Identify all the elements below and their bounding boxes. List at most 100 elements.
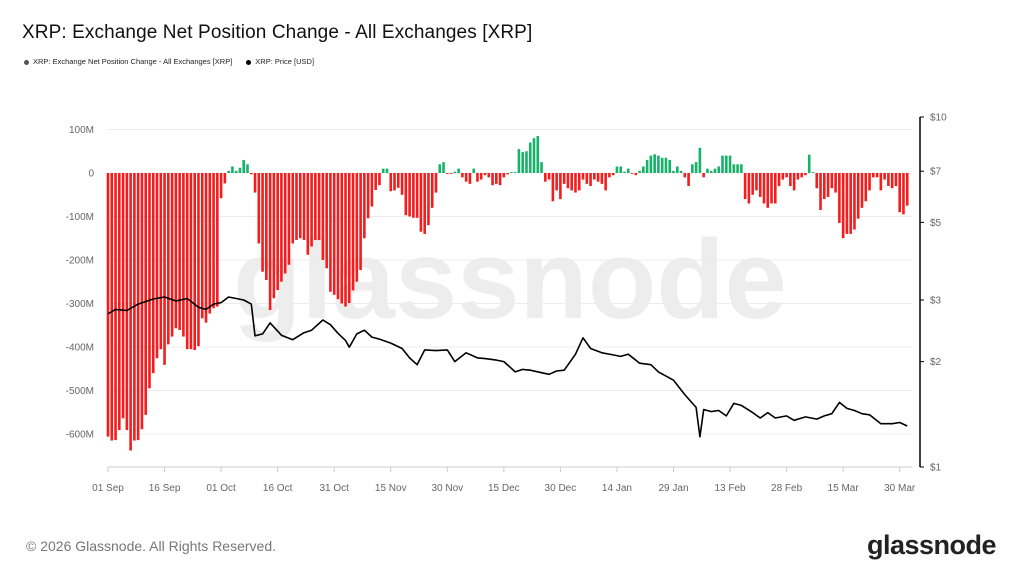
net-position-bar <box>619 166 623 173</box>
net-position-bar <box>517 149 521 173</box>
net-position-bar <box>649 155 653 173</box>
net-position-bar <box>672 170 675 173</box>
net-position-bar <box>630 173 634 174</box>
net-position-bar <box>683 173 687 178</box>
net-position-bar <box>464 173 468 182</box>
net-position-bar <box>114 173 117 441</box>
net-position-bar <box>219 173 223 199</box>
x-tick-label: 30 Dec <box>545 483 577 494</box>
net-position-bar <box>449 173 453 174</box>
net-position-bar <box>366 173 370 219</box>
net-position-bar <box>234 170 238 173</box>
net-position-bar <box>200 173 204 319</box>
left-tick-label: -600M <box>66 430 94 441</box>
net-position-bar <box>389 173 393 192</box>
net-position-bar <box>875 173 879 178</box>
net-position-bar <box>483 173 487 176</box>
net-position-bar <box>381 168 385 173</box>
net-position-bar <box>178 173 181 331</box>
net-position-bar <box>898 173 901 213</box>
net-position-bar <box>766 173 770 208</box>
net-position-bar <box>593 173 596 180</box>
net-position-bar <box>265 173 268 281</box>
net-position-bar <box>645 159 649 173</box>
net-position-bar <box>608 173 611 178</box>
net-position-bar <box>208 173 212 314</box>
net-position-bar <box>792 173 796 191</box>
legend: XRP: Exchange Net Position Change - All … <box>24 57 314 66</box>
net-position-bar <box>272 173 276 299</box>
net-position-bar <box>638 170 641 173</box>
net-position-bar <box>581 173 585 180</box>
net-position-bar <box>231 166 234 173</box>
net-position-bar <box>351 173 355 291</box>
net-position-bar <box>476 173 479 182</box>
right-tick-label: $7 <box>930 167 942 178</box>
net-position-bar <box>724 155 728 173</box>
net-position-bar <box>838 173 841 224</box>
net-position-bar <box>498 173 502 186</box>
x-tick-label: 15 Mar <box>828 483 860 494</box>
net-position-bar <box>728 155 732 173</box>
net-position-bar <box>370 173 374 207</box>
x-tick-label: 13 Feb <box>714 483 746 494</box>
net-position-bar <box>687 173 690 187</box>
x-tick-label: 15 Nov <box>375 483 407 494</box>
net-position-bar <box>118 173 121 431</box>
net-position-bar <box>777 173 781 187</box>
net-position-bar <box>657 155 660 173</box>
net-position-bar <box>540 162 543 173</box>
net-position-bar <box>849 173 852 234</box>
net-position-bar <box>596 173 600 182</box>
right-tick-label: $10 <box>930 113 947 124</box>
net-position-bar <box>577 173 581 191</box>
net-position-bar <box>129 173 132 451</box>
net-position-bar <box>344 173 347 307</box>
net-position-bar <box>438 164 442 173</box>
net-position-bar <box>355 173 359 282</box>
net-position-bar <box>332 173 336 295</box>
net-position-bar <box>743 173 747 200</box>
net-position-bar <box>404 173 408 216</box>
net-position-bar <box>223 173 227 184</box>
net-position-bar <box>468 173 472 184</box>
net-position-bar <box>841 173 845 239</box>
net-position-bar <box>642 166 645 173</box>
net-position-bar <box>336 173 340 300</box>
net-position-bar <box>283 173 287 274</box>
net-position-bar <box>261 173 264 272</box>
net-position-bar <box>317 173 321 240</box>
net-position-bar <box>442 162 445 173</box>
net-position-bar <box>604 173 607 191</box>
net-position-bar <box>174 173 178 329</box>
net-position-bar <box>732 164 736 173</box>
net-position-bar <box>415 173 419 218</box>
net-position-bar <box>287 173 291 265</box>
net-position-bar <box>823 173 826 200</box>
copyright-footer: © 2026 Glassnode. All Rights Reserved. <box>26 538 277 554</box>
legend-item-price[interactable]: XRP: Price [USD] <box>246 57 314 66</box>
net-position-bar <box>125 173 129 431</box>
net-position-bar <box>329 173 332 292</box>
net-position-bar <box>506 173 509 175</box>
net-position-bar <box>446 173 449 174</box>
net-position-bar <box>800 173 803 178</box>
net-position-bar <box>770 173 773 204</box>
net-position-bar <box>762 173 766 204</box>
net-position-bar <box>544 173 547 182</box>
net-position-bar <box>879 173 883 191</box>
net-position-bar <box>709 170 713 173</box>
net-position-bar <box>819 173 822 210</box>
net-position-bar <box>555 173 558 191</box>
net-position-bar <box>238 167 242 173</box>
legend-item-net-position[interactable]: XRP: Exchange Net Position Change - All … <box>24 57 232 66</box>
x-tick-label: 16 Oct <box>263 483 293 494</box>
net-position-bar <box>675 166 679 173</box>
net-position-bar <box>691 164 694 173</box>
net-position-bar <box>868 173 871 191</box>
net-position-bar <box>525 151 528 173</box>
net-position-bar <box>510 172 513 173</box>
price-line <box>107 296 908 438</box>
left-tick-label: -400M <box>66 343 94 354</box>
